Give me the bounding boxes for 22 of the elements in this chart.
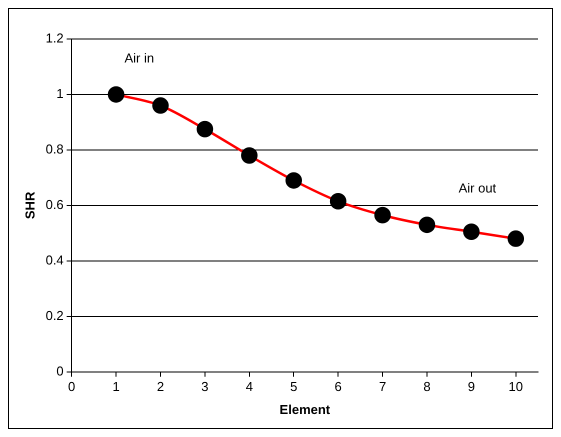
x-tick-label: 3 [201, 379, 209, 394]
y-tick-label: 0.6 [46, 196, 64, 212]
x-axis-title: Element [280, 402, 331, 417]
y-tick-label: 0 [56, 363, 64, 378]
x-tick-label: 10 [508, 379, 524, 394]
y-tick-label: 0.2 [46, 308, 64, 323]
annotation: Air in [124, 50, 154, 66]
x-tick-label: 0 [68, 379, 76, 394]
x-tick-label: 8 [423, 379, 431, 394]
x-tick-label: 2 [156, 379, 164, 394]
y-tick-label: 0.4 [46, 252, 64, 268]
y-tick-label: 0.8 [46, 142, 64, 157]
y-tick-label: 1.2 [46, 30, 64, 46]
x-tick-label: 1 [112, 379, 120, 394]
annotation: Air out [458, 180, 497, 196]
x-tick-label: 5 [290, 379, 298, 394]
y-tick-label: 1 [56, 86, 64, 102]
x-tick-label: 9 [468, 379, 475, 394]
y-axis-title: SHR [22, 191, 38, 220]
x-tick-label: 4 [246, 379, 253, 394]
x-tick-label: 6 [334, 379, 342, 394]
x-tick-label: 7 [378, 379, 386, 394]
